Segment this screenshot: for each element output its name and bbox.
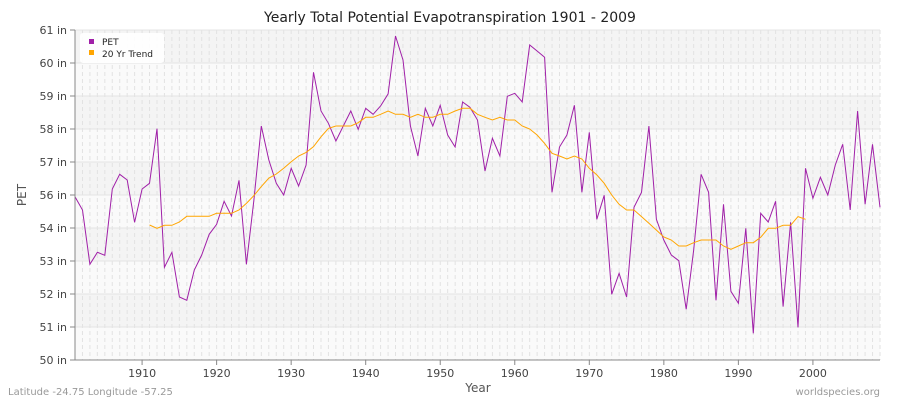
x-tick-label: 1970 [575,367,603,380]
y-tick-label: 59 in [39,90,67,103]
legend-box [80,33,164,63]
legend-label-trend: 20 Yr Trend [102,50,153,60]
legend-label-pet: PET [102,38,119,48]
horizontal-grid [75,29,880,361]
legend-swatch-pet [89,39,94,44]
pet-line [74,35,881,334]
x-tick-label: 1980 [650,367,678,380]
x-axis-label: Year [464,381,490,395]
x-tick-label: 1960 [501,367,529,380]
y-tick-label: 53 in [39,255,67,268]
x-tick-label: 1950 [426,367,454,380]
x-ticks: 1910 1920 1930 1940 1950 1960 1970 1980 1990 2000 [128,360,827,380]
x-tick-label: 2000 [799,367,827,380]
y-tick-label: 58 in [39,123,67,136]
y-tick-label: 52 in [39,288,67,301]
y-ticks: 50 in 51 in 52 in 53 in 54 in 56 in 57 in 58 in… [39,24,75,367]
y-tick-label: 61 in [39,24,67,37]
y-tick-label: 51 in [39,321,67,334]
footer-source: worldspecies.org [796,387,880,398]
series-lines [74,35,881,334]
x-tick-label: 1910 [128,367,156,380]
y-tick-label: 50 in [39,354,67,367]
legend-swatch-trend [89,50,94,55]
x-tick-label: 1940 [352,367,380,380]
y-tick-label: 54 in [39,222,67,235]
y-axis-label: PET [15,183,29,206]
y-tick-label: 56 in [39,189,67,202]
x-tick-label: 1990 [724,367,752,380]
trend-line [149,107,806,250]
footer-location: Latitude -24.75 Longitude -57.25 [8,387,173,398]
y-tick-label: 57 in [39,156,67,169]
y-tick-label: 60 in [39,57,67,70]
legend: PET 20 Yr Trend [80,33,164,63]
chart-title: Yearly Total Potential Evapotranspiratio… [263,10,636,26]
x-tick-label: 1930 [277,367,305,380]
x-tick-label: 1920 [203,367,231,380]
